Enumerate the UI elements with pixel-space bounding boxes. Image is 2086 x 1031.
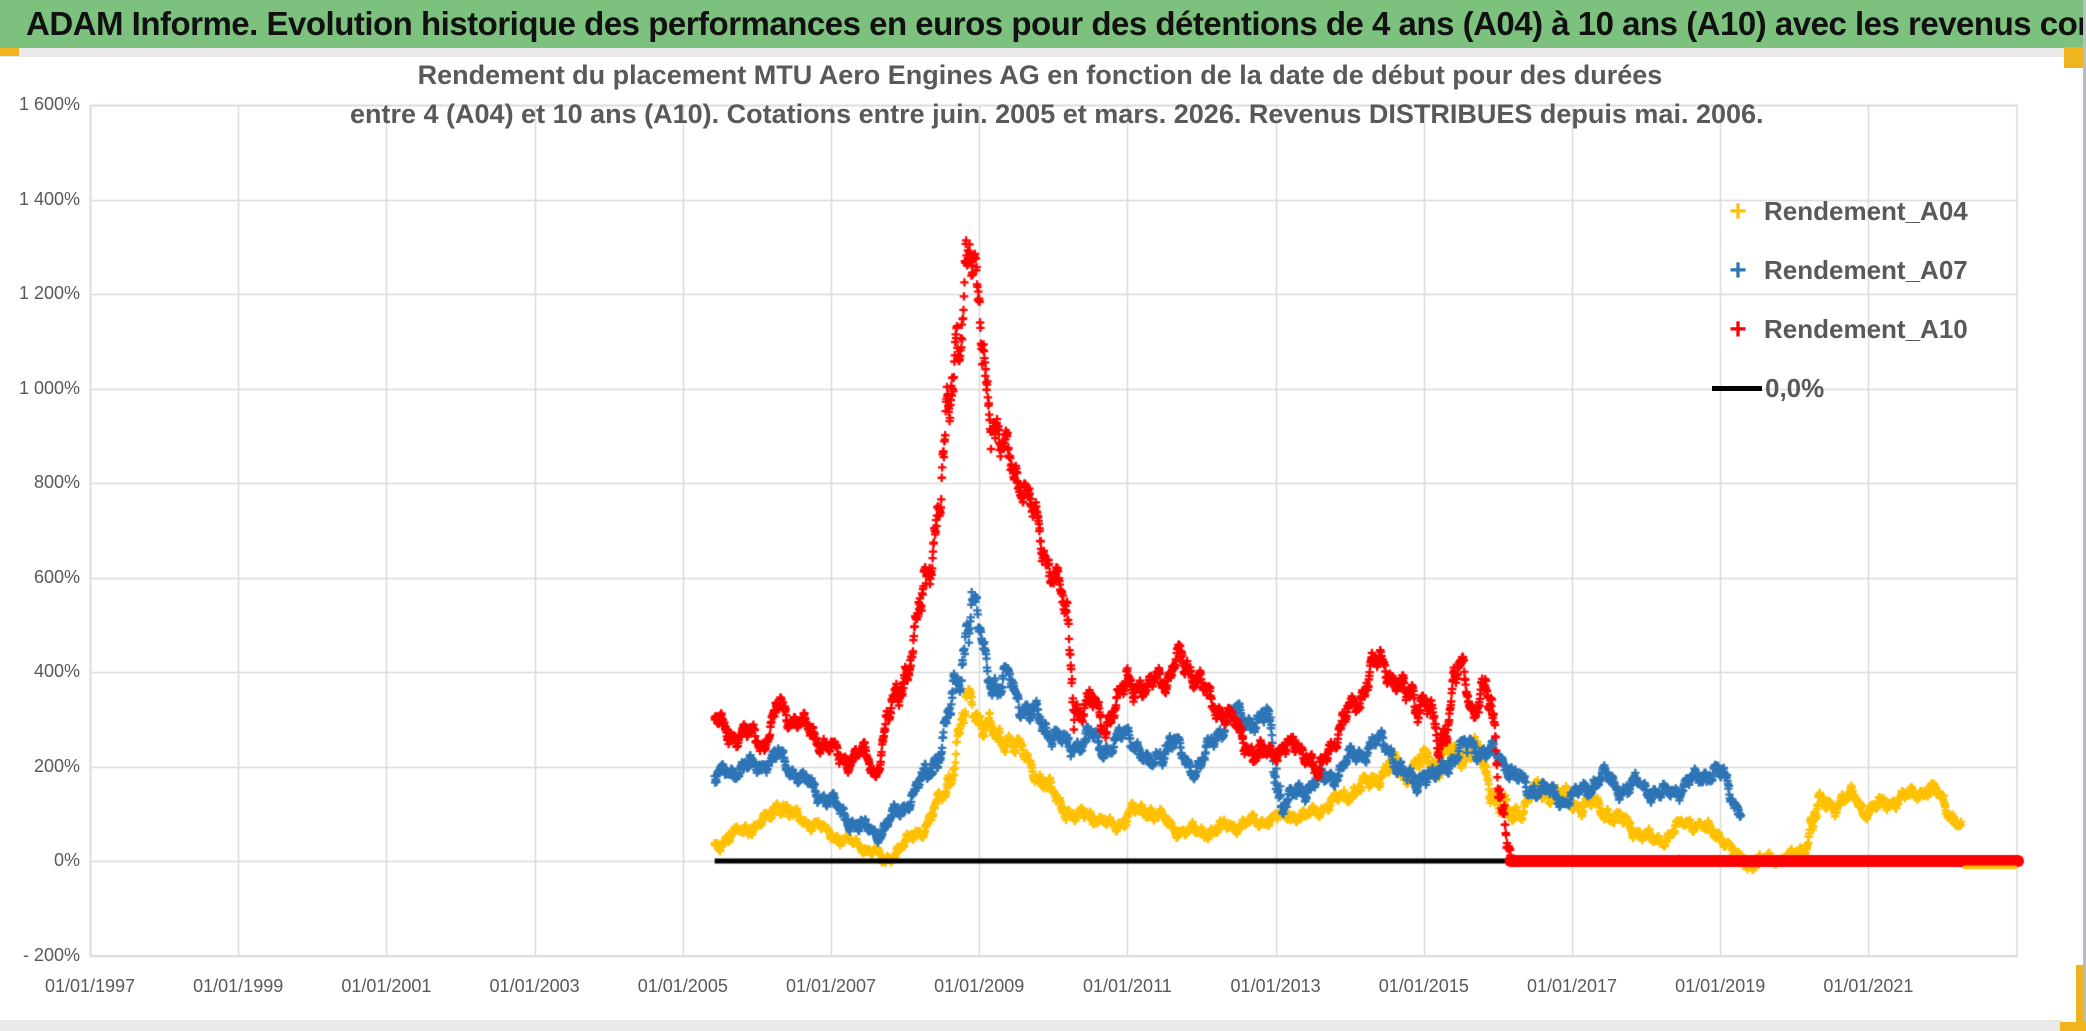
legend-item-rendement-a04[interactable]: + Rendement_A04 [1712, 182, 2012, 241]
y-tick-label: 1 400% [18, 188, 80, 209]
chart-legend: + Rendement_A04 + Rendement_A07 + Rendem… [1712, 182, 2012, 418]
y-tick-label: 1 200% [18, 283, 80, 303]
gold-border-bar-bottom [2060, 1022, 2086, 1031]
x-tick-label: 01/01/2013 [1230, 975, 1321, 996]
legend-item-zero-line[interactable]: 0,0% [1712, 359, 2012, 418]
legend-label: Rendement_A07 [1764, 255, 1968, 285]
y-tick-label: 200% [33, 755, 80, 776]
gold-border-chip-right [2064, 47, 2084, 68]
plus-marker-icon: + [1729, 194, 1747, 228]
x-tick-label: 01/01/2005 [637, 975, 728, 996]
y-tick-label: 1 000% [18, 377, 80, 398]
x-tick-label: 01/01/1997 [44, 975, 136, 996]
chart-title-line2: entre 4 (A04) et 10 ans (A10). Cotations… [350, 99, 1764, 129]
zero-line-swatch-icon [1712, 386, 1762, 391]
window-title: ADAM Informe. Evolution historique des p… [26, 5, 2086, 42]
x-tick-label: 01/01/2015 [1378, 975, 1469, 996]
x-tick-label: 01/01/2007 [785, 975, 877, 996]
y-tick-label: - 200% [22, 944, 80, 965]
window-right-border [2083, 0, 2086, 1031]
gold-border-bar-right [2076, 965, 2084, 1031]
chart-title-line1: Rendement du placement MTU Aero Engines … [417, 60, 1663, 90]
legend-item-rendement-a10[interactable]: + Rendement_A10 [1712, 300, 2012, 359]
y-tick-label: 400% [33, 661, 80, 681]
legend-label: Rendement_A10 [1764, 314, 1968, 344]
titlebar-shadow-strip [0, 48, 2086, 57]
legend-label: Rendement_A04 [1764, 196, 1968, 226]
legend-label: 0,0% [1765, 373, 1825, 403]
y-tick-label: 600% [33, 566, 80, 587]
window-titlebar: ADAM Informe. Evolution historique des p… [0, 0, 2086, 48]
x-tick-label: 01/01/2019 [1675, 975, 1766, 996]
y-tick-label: 1 600% [18, 94, 80, 114]
x-tick-label: 01/01/2009 [934, 975, 1025, 996]
x-tick-label: 01/01/2001 [341, 975, 432, 996]
x-tick-label: 01/01/2011 [1083, 975, 1172, 996]
x-tick-label: 01/01/2017 [1526, 975, 1618, 996]
legend-item-rendement-a07[interactable]: + Rendement_A07 [1712, 241, 2012, 300]
plus-marker-icon: + [1729, 253, 1747, 287]
y-tick-label: 800% [33, 472, 80, 492]
y-tick-label: 0% [53, 850, 80, 870]
plus-marker-icon: + [1729, 312, 1747, 346]
x-tick-label: 01/01/2003 [489, 975, 580, 996]
gold-border-chip-left [0, 48, 19, 56]
x-tick-label: 01/01/2021 [1823, 975, 1914, 996]
x-tick-label: 01/01/1999 [193, 975, 284, 996]
window-bottom-strip [0, 1020, 2062, 1031]
